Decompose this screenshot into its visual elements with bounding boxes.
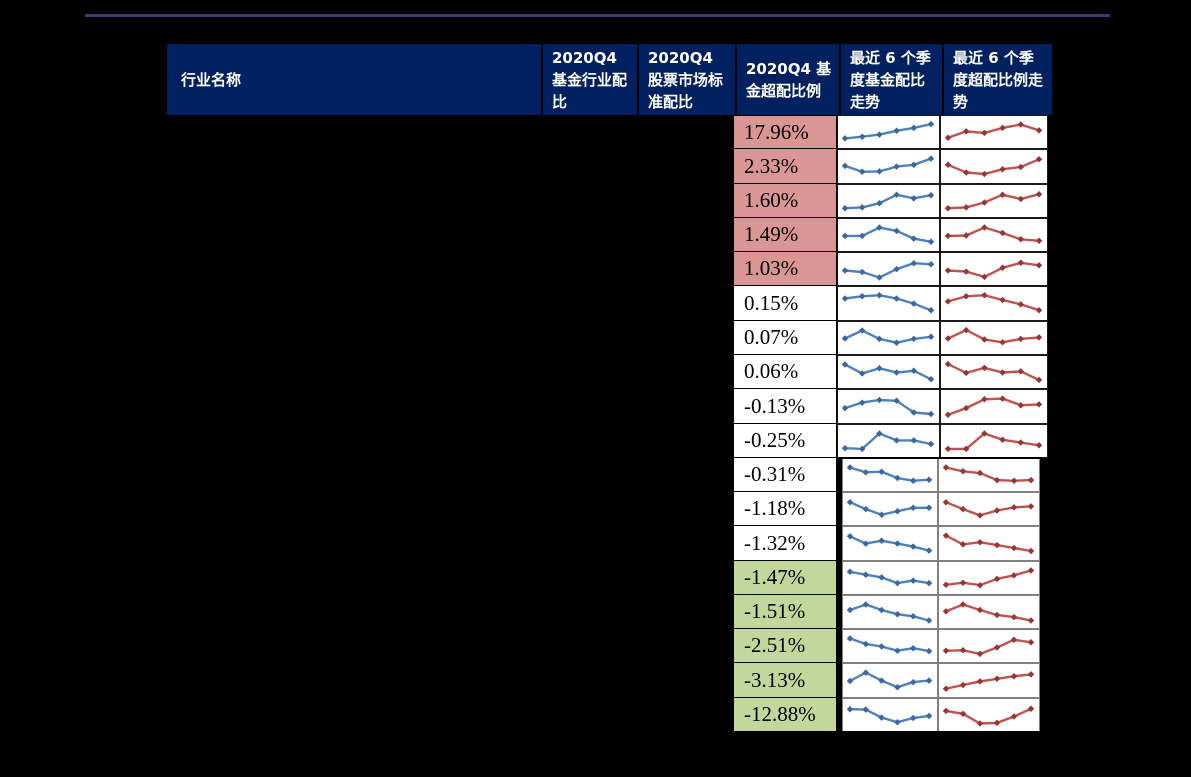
over-allocation-value: -0.25% — [744, 428, 806, 452]
fund-trend-sparkline — [837, 149, 940, 184]
fund-trend-sparkline — [837, 355, 940, 389]
over-allocation-cell: 0.15% — [733, 286, 837, 321]
over-allocation-value: 0.15% — [744, 290, 799, 315]
over-allocation-cell: -0.13% — [733, 389, 837, 424]
over-trend-sparkline — [938, 595, 1040, 629]
over-allocation-cell: 17.96% — [733, 115, 837, 149]
over-trend-sparkline — [940, 115, 1048, 149]
fund-trend-sparkline — [842, 458, 938, 492]
over-allocation-cell: 1.60% — [733, 184, 837, 218]
over-allocation-cell: -3.13% — [733, 663, 837, 698]
over-allocation-value: 0.07% — [744, 325, 799, 349]
fund-trend-sparkline — [837, 252, 940, 286]
over-allocation-value: 1.49% — [744, 222, 799, 246]
over-allocation-value: 17.96% — [744, 119, 809, 144]
header-fund-over-allocation-ratio: 2020Q4 基金超配比例 — [737, 44, 839, 115]
fund-trend-sparkline — [837, 184, 940, 218]
over-allocation-value: 1.03% — [744, 256, 799, 280]
fund-trend-sparkline — [837, 389, 940, 424]
over-trend-sparkline — [938, 629, 1040, 663]
over-allocation-cell: -2.51% — [733, 629, 837, 663]
header-industry-name: 行业名称 — [167, 44, 541, 115]
over-allocation-value: 1.60% — [744, 188, 799, 212]
over-allocation-cell: 1.03% — [733, 252, 837, 286]
over-trend-sparkline — [940, 149, 1048, 184]
over-allocation-value: -0.13% — [744, 393, 806, 418]
over-allocation-cell: 0.06% — [733, 355, 837, 389]
over-allocation-cell: -12.88% — [733, 698, 837, 732]
over-trend-sparkline — [940, 218, 1048, 252]
over-allocation-value: -1.47% — [744, 565, 806, 589]
over-allocation-cell: -1.18% — [733, 492, 837, 526]
fund-trend-sparkline — [842, 561, 938, 595]
over-trend-sparkline — [940, 355, 1048, 389]
over-allocation-cell: -1.47% — [733, 561, 837, 595]
over-allocation-cell: 2.33% — [733, 149, 837, 184]
over-allocation-cell: -1.51% — [733, 595, 837, 629]
top-divider-rule — [85, 14, 1110, 17]
over-trend-sparkline — [940, 424, 1048, 458]
over-trend-sparkline — [940, 184, 1048, 218]
fund-trend-sparkline — [842, 526, 938, 561]
over-trend-sparkline — [938, 458, 1040, 492]
header-fund-allocation-trend-6q: 最近 6 个季度基金配比走势 — [841, 44, 942, 115]
header-fund-industry-allocation: 2020Q4 基金行业配比 — [543, 44, 637, 115]
table-header-row: 行业名称 2020Q4 基金行业配比 2020Q4 股票市场标准配比 2020Q… — [167, 44, 1052, 115]
fund-trend-sparkline — [837, 218, 940, 252]
over-allocation-cell: 1.49% — [733, 218, 837, 252]
fund-trend-sparkline — [842, 698, 938, 732]
over-trend-sparkline — [938, 492, 1040, 526]
over-allocation-value: -12.88% — [744, 702, 816, 726]
fund-trend-sparkline — [842, 663, 938, 698]
over-allocation-value: 0.06% — [744, 359, 799, 383]
header-stock-market-standard-allocation: 2020Q4 股票市场标准配比 — [639, 44, 735, 115]
header-over-allocation-trend-6q: 最近 6 个季度超配比例走势 — [944, 44, 1052, 115]
over-allocation-value: -1.18% — [744, 496, 806, 520]
fund-trend-sparkline — [842, 629, 938, 663]
fund-trend-sparkline — [842, 492, 938, 526]
over-trend-sparkline — [938, 526, 1040, 561]
over-allocation-value: -2.51% — [744, 633, 806, 657]
over-trend-sparkline — [938, 698, 1040, 732]
over-allocation-cell: 0.07% — [733, 321, 837, 355]
fund-trend-sparkline — [837, 286, 940, 321]
over-allocation-value: 2.33% — [744, 153, 799, 178]
fund-trend-sparkline — [837, 115, 940, 149]
over-trend-sparkline — [940, 389, 1048, 424]
over-allocation-cell: -0.25% — [733, 424, 837, 458]
over-allocation-value: -3.13% — [744, 667, 806, 692]
over-trend-sparkline — [940, 286, 1048, 321]
over-allocation-value: -0.31% — [744, 462, 806, 486]
over-trend-sparkline — [940, 252, 1048, 286]
over-trend-sparkline — [940, 321, 1048, 355]
fund-trend-sparkline — [837, 321, 940, 355]
over-trend-sparkline — [938, 561, 1040, 595]
fund-trend-sparkline — [842, 595, 938, 629]
over-allocation-cell: -1.32% — [733, 526, 837, 561]
over-allocation-value: -1.51% — [744, 599, 806, 623]
over-trend-sparkline — [938, 663, 1040, 698]
over-allocation-cell: -0.31% — [733, 458, 837, 492]
over-allocation-value: -1.32% — [744, 530, 806, 555]
fund-trend-sparkline — [837, 424, 940, 458]
